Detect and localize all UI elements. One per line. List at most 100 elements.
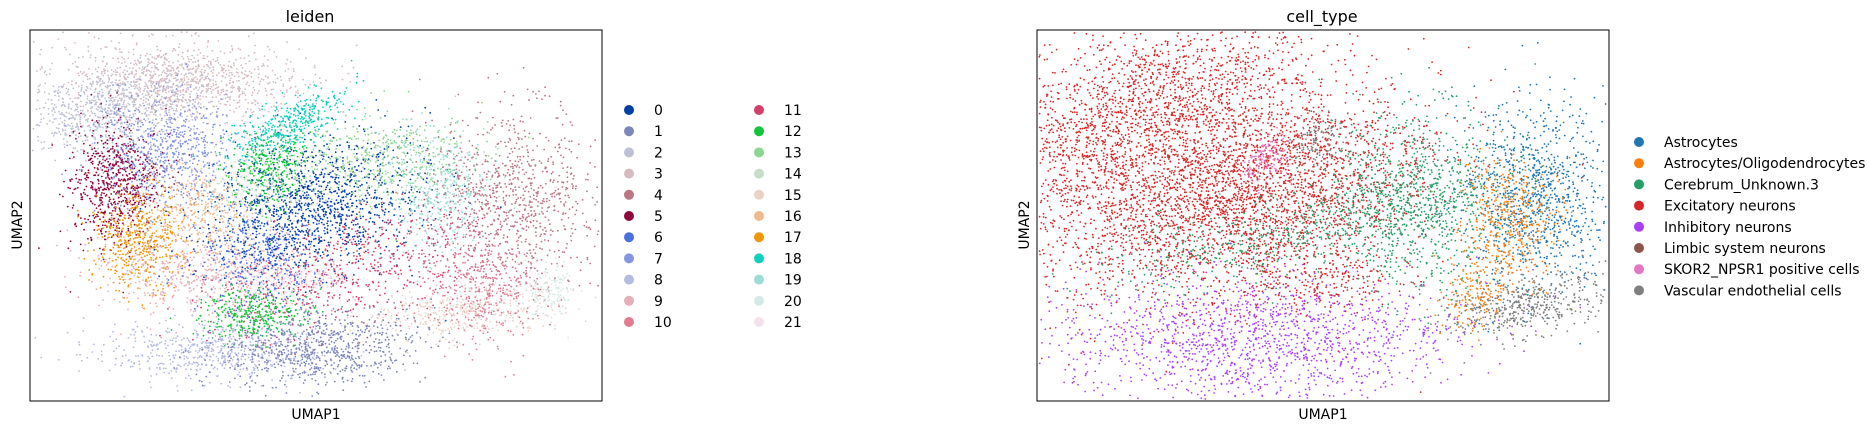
data-point <box>320 255 322 257</box>
data-point <box>228 250 230 252</box>
data-point <box>108 121 110 123</box>
data-point <box>112 247 114 249</box>
data-point <box>127 228 129 230</box>
data-point <box>85 114 87 116</box>
data-point <box>111 121 113 123</box>
data-point <box>126 174 128 176</box>
data-point <box>165 255 167 257</box>
data-point <box>120 32 122 34</box>
data-point <box>166 119 168 121</box>
data-point <box>384 212 386 214</box>
data-point <box>214 239 216 241</box>
data-point <box>358 165 360 167</box>
data-point <box>103 248 105 250</box>
data-point <box>152 83 154 85</box>
data-point <box>138 109 140 111</box>
data-point <box>138 244 140 246</box>
data-point <box>191 240 193 242</box>
data-point <box>139 62 141 64</box>
data-point <box>274 300 276 302</box>
data-point <box>232 82 234 84</box>
data-point <box>162 245 164 247</box>
data-point <box>103 56 105 58</box>
data-point <box>203 122 205 124</box>
data-point <box>78 179 80 181</box>
data-point <box>240 289 242 291</box>
data-point <box>166 96 168 98</box>
data-point <box>113 198 115 200</box>
data-point <box>111 212 113 214</box>
data-point <box>203 166 205 168</box>
data-point <box>212 59 214 61</box>
data-point <box>191 73 193 75</box>
data-point <box>309 256 311 258</box>
data-point <box>204 152 206 154</box>
data-point <box>108 197 110 199</box>
data-point <box>139 273 141 275</box>
data-point <box>71 123 73 125</box>
data-point <box>114 108 116 110</box>
data-point <box>139 220 141 222</box>
data-point <box>297 252 299 254</box>
data-point <box>37 92 39 94</box>
data-point <box>185 258 187 260</box>
data-point <box>132 141 134 143</box>
data-point <box>101 221 103 223</box>
data-point <box>173 189 175 191</box>
data-point <box>119 207 121 209</box>
data-point <box>125 171 127 173</box>
data-point <box>146 254 148 256</box>
data-point <box>305 84 307 86</box>
data-point <box>138 203 140 205</box>
data-point <box>111 124 113 126</box>
data-point <box>314 65 316 67</box>
data-point <box>265 90 267 92</box>
data-point <box>100 212 102 214</box>
data-point <box>163 297 165 299</box>
data-point <box>238 286 240 288</box>
data-point <box>101 212 103 214</box>
data-point <box>106 167 108 169</box>
data-point <box>157 237 159 239</box>
data-point <box>107 291 109 293</box>
data-point <box>75 134 77 136</box>
data-point <box>48 147 50 149</box>
data-point <box>133 64 135 66</box>
data-point <box>149 222 151 224</box>
data-point <box>146 285 148 287</box>
data-point <box>295 86 297 88</box>
data-point <box>118 227 120 229</box>
data-point <box>121 212 123 214</box>
data-point <box>242 67 244 69</box>
data-point <box>130 117 132 119</box>
data-point <box>302 156 304 158</box>
data-point <box>146 53 148 55</box>
data-point <box>275 240 277 242</box>
data-point <box>215 230 217 232</box>
data-point <box>181 283 183 285</box>
data-point <box>76 109 78 111</box>
data-point <box>179 159 181 161</box>
data-point <box>283 288 285 290</box>
data-point <box>161 118 163 120</box>
data-point <box>273 105 275 107</box>
data-point <box>165 110 167 112</box>
data-point <box>136 87 138 89</box>
data-point <box>138 266 140 268</box>
data-point <box>284 200 286 202</box>
data-point <box>91 111 93 113</box>
data-point <box>116 122 118 124</box>
data-point <box>166 260 168 262</box>
data-point <box>165 89 167 91</box>
data-point <box>220 92 222 94</box>
data-point <box>74 61 76 63</box>
data-point <box>129 132 131 134</box>
data-point <box>283 253 285 255</box>
data-point <box>129 244 131 246</box>
data-point <box>236 249 238 251</box>
data-point <box>270 93 272 95</box>
data-point <box>64 134 66 136</box>
data-point <box>293 253 295 255</box>
data-point <box>50 147 52 149</box>
data-point <box>66 49 68 51</box>
